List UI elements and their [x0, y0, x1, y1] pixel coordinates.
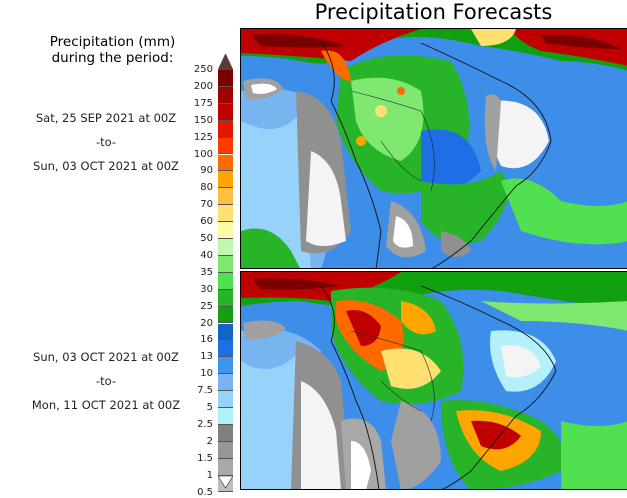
colorbar-bin	[218, 357, 233, 375]
colorbar-tick-label: 80	[200, 182, 213, 194]
colorbar-bin	[218, 154, 233, 172]
colorbar-bin	[218, 188, 233, 206]
colorbar-tick-label: 250	[193, 64, 213, 75]
colorbar-bin	[218, 340, 233, 358]
colorbar	[218, 70, 233, 493]
colorbar-bin	[218, 120, 233, 138]
legend-title-line2: during the period:	[51, 50, 174, 66]
colorbar-tick-label: 10	[200, 368, 213, 380]
page-title: Precipitation Forecasts	[314, 0, 553, 24]
map-panel-period-2	[240, 271, 627, 490]
colorbar-under-triangle	[218, 476, 233, 489]
colorbar-bin	[218, 103, 233, 121]
colorbar-bin	[218, 424, 233, 442]
colorbar-bin	[218, 222, 233, 239]
colorbar-tick-label: 60	[200, 216, 213, 228]
colorbar-tick-label: 2.5	[197, 418, 213, 430]
colorbar-bin	[218, 458, 233, 476]
period-2-end: Mon, 11 OCT 2021 at 00Z	[31, 398, 181, 412]
period-2-label: Sun, 03 OCT 2021 at 00Z -to- Mon, 11 OCT…	[20, 345, 192, 417]
colorbar-tick-label: 30	[200, 283, 213, 295]
colorbar-bin	[218, 171, 233, 189]
colorbar-bin	[218, 70, 233, 87]
colorbar-bin	[218, 137, 233, 155]
colorbar-bin	[218, 374, 233, 392]
colorbar-bin	[218, 323, 233, 341]
colorbar-tick-label: 2	[206, 435, 213, 447]
colorbar-tick-label: 70	[200, 199, 213, 211]
colorbar-bin	[218, 272, 233, 290]
colorbar-over-triangle	[218, 54, 233, 71]
colorbar-tick-label: 90	[200, 165, 213, 177]
colorbar-tick-label: 25	[200, 300, 213, 312]
colorbar-bin	[218, 289, 233, 307]
colorbar-tick-label: 7.5	[197, 385, 213, 397]
colorbar-tick-label: 1.5	[197, 452, 213, 464]
period-2-sep: -to-	[95, 374, 117, 388]
colorbar-bin	[218, 205, 233, 223]
colorbar-tick-label: 0.5	[197, 486, 213, 498]
colorbar-tick-label: 16	[200, 334, 213, 346]
period-1-sep: -to-	[95, 135, 117, 149]
colorbar-tick-label: 50	[200, 233, 213, 244]
colorbar-tick-label: 1	[206, 469, 213, 481]
period-2-start: Sun, 03 OCT 2021 at 00Z	[33, 350, 179, 364]
colorbar-bin	[218, 306, 233, 324]
period-1-start: Sat, 25 SEP 2021 at 00Z	[35, 111, 177, 125]
period-1-end: Sun, 03 OCT 2021 at 00Z	[33, 159, 179, 173]
colorbar-tick-label: 40	[200, 249, 213, 261]
colorbar-bin	[218, 255, 233, 273]
colorbar-tick-label: 150	[193, 114, 213, 126]
colorbar-tick-label: 20	[200, 317, 213, 329]
period-1-label: Sat, 25 SEP 2021 at 00Z -to- Sun, 03 OCT…	[20, 106, 192, 178]
colorbar-bin	[218, 391, 233, 408]
colorbar-bin	[218, 239, 233, 256]
colorbar-tick-label: 13	[200, 351, 213, 363]
colorbar-tick-label: 5	[206, 402, 213, 413]
colorbar-bin	[218, 86, 233, 104]
colorbar-bin	[218, 441, 233, 459]
colorbar-tick-label: 100	[193, 148, 213, 160]
legend-title-line1: Precipitation (mm)	[49, 34, 176, 50]
colorbar-tick-label: 175	[193, 97, 213, 109]
map-panel-period-1	[240, 28, 627, 269]
colorbar-tick-label: 35	[200, 266, 213, 278]
legend-title: Precipitation (mm) during the period:	[30, 34, 195, 66]
colorbar-tick-label: 125	[193, 131, 213, 143]
colorbar-tick-label: 200	[193, 80, 213, 92]
colorbar-bin	[218, 408, 233, 425]
